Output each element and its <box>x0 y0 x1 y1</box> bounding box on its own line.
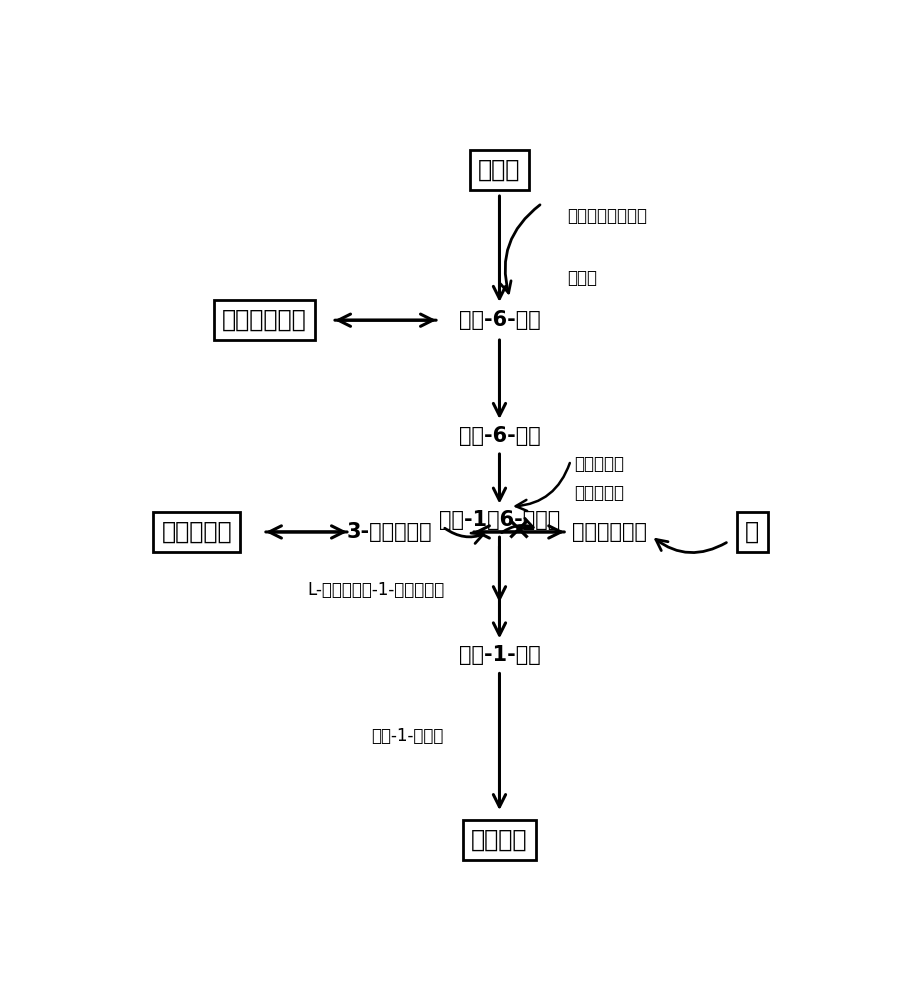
Text: 醛: 醛 <box>745 520 759 544</box>
Text: 磷酸戊糖途径: 磷酸戊糖途径 <box>222 308 307 332</box>
Text: 葡糖-6-磷酸: 葡糖-6-磷酸 <box>459 310 540 330</box>
Text: 三磷酸腺苷: 三磷酸腺苷 <box>574 455 624 473</box>
Text: 磷酸烯醇式丙酮酸: 磷酸烯醇式丙酮酸 <box>567 207 647 225</box>
Text: 果糖-1-磷酸酶: 果糖-1-磷酸酶 <box>371 727 444 745</box>
Text: ✕: ✕ <box>505 515 533 548</box>
Text: 稀少酮糖: 稀少酮糖 <box>471 828 528 852</box>
Text: 丙酮酸: 丙酮酸 <box>567 269 597 287</box>
Text: L-鼠李树胶糖-1-磷酸醛缩酶: L-鼠李树胶糖-1-磷酸醛缩酶 <box>307 581 445 599</box>
Text: 三羧酸循环: 三羧酸循环 <box>162 520 233 544</box>
Text: 3-磷酸甘油醛: 3-磷酸甘油醛 <box>346 522 432 542</box>
Text: 磷酸二羟丙酮: 磷酸二羟丙酮 <box>573 522 647 542</box>
Text: 二磷酸腺苷: 二磷酸腺苷 <box>574 484 624 502</box>
Text: 酮糖-1-磷酸: 酮糖-1-磷酸 <box>459 645 540 665</box>
Text: 葡萄糖: 葡萄糖 <box>478 158 521 182</box>
Text: 果糖-6-磷酸: 果糖-6-磷酸 <box>459 426 540 446</box>
Text: 果糖-1，6-二磷酸: 果糖-1，6-二磷酸 <box>439 510 560 530</box>
